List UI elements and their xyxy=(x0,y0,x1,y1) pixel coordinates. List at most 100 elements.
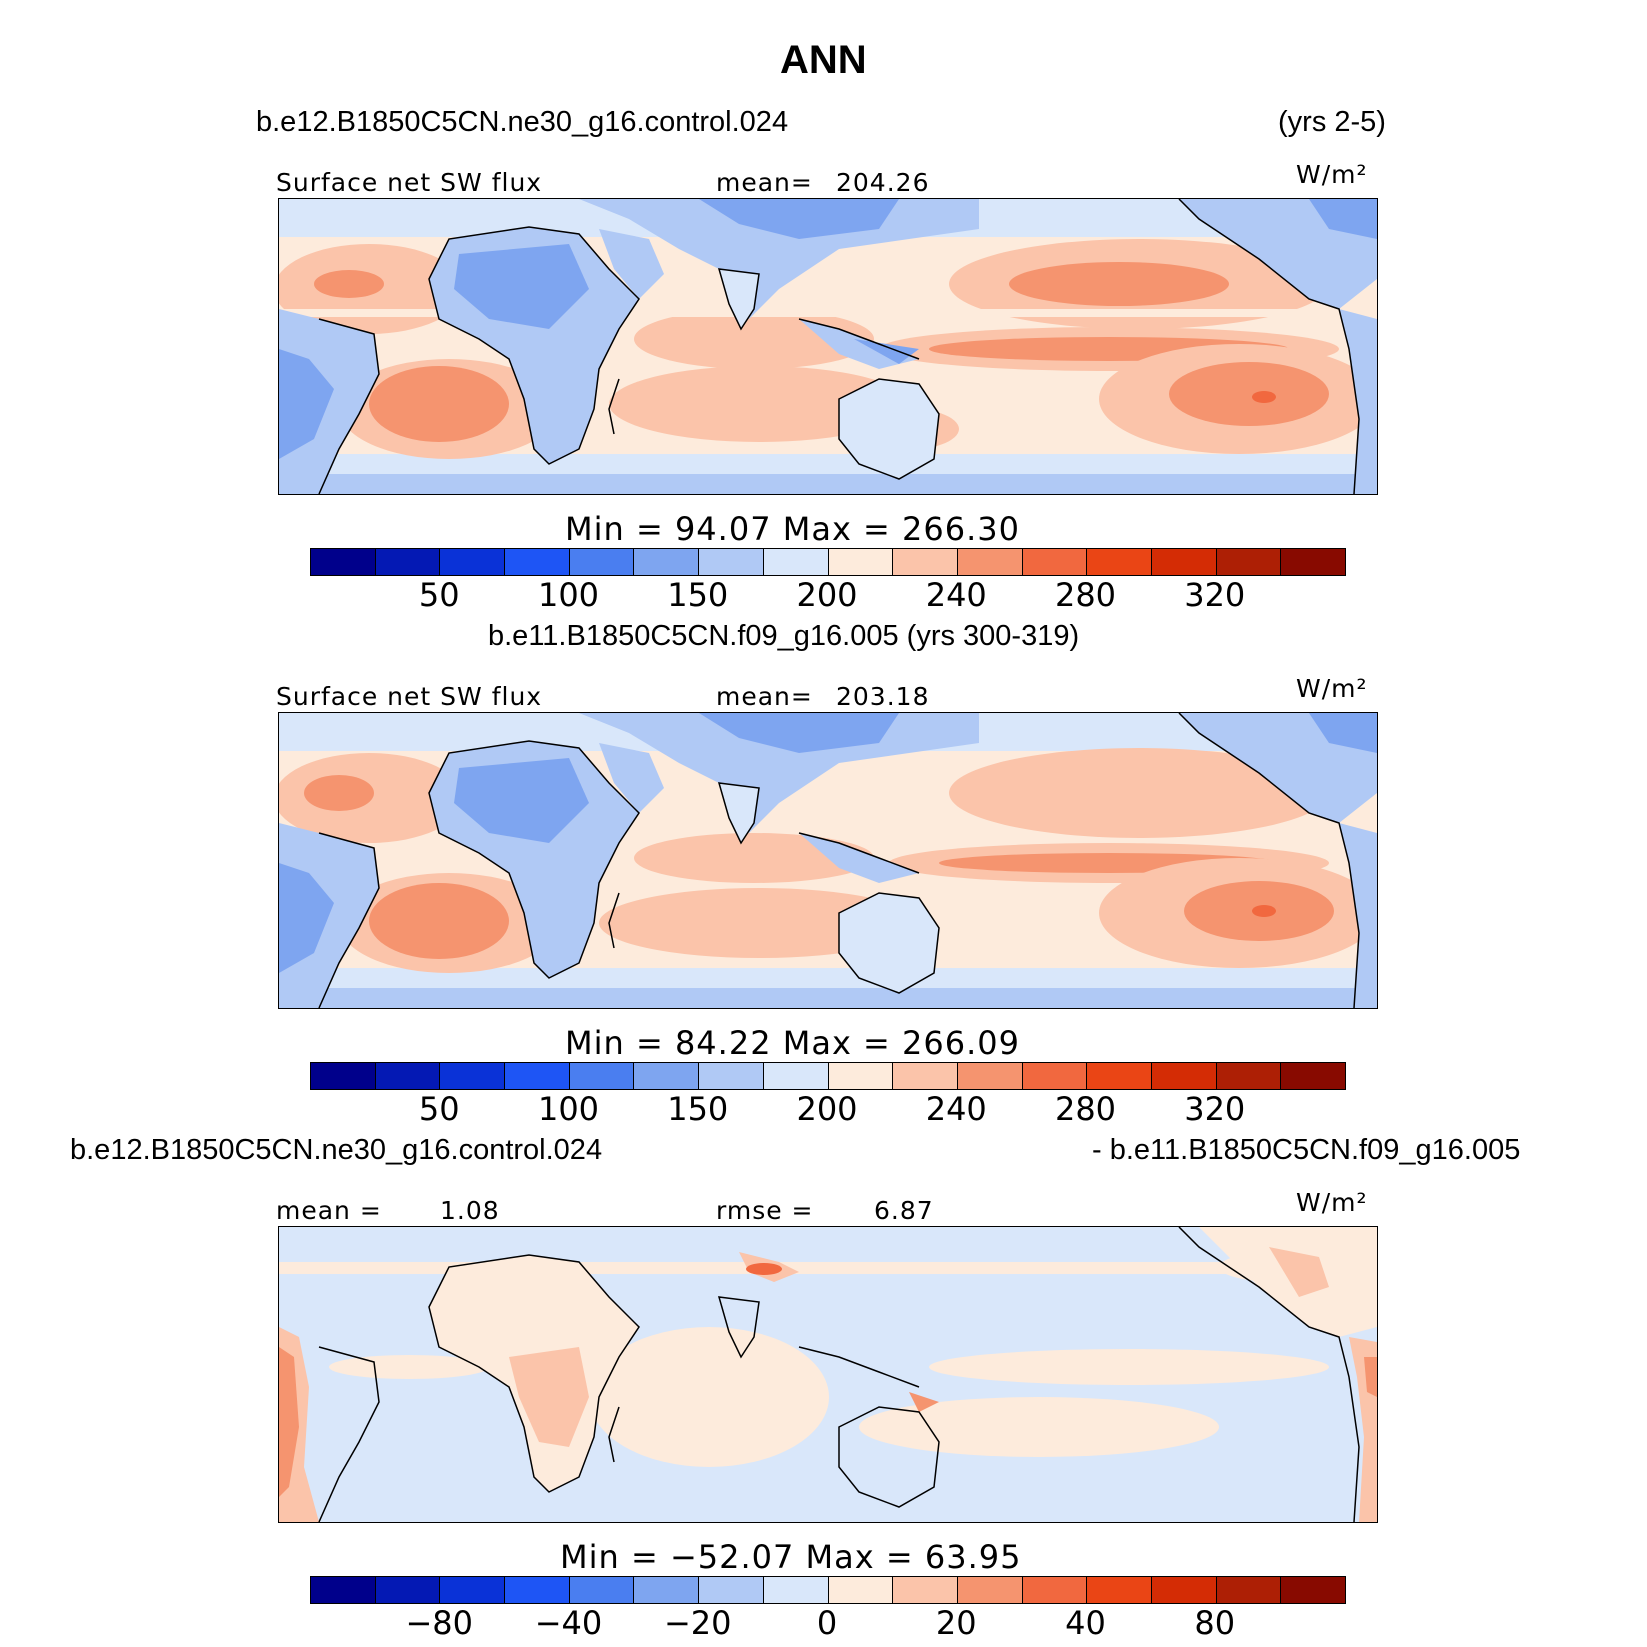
colorbar-swatch xyxy=(311,1577,376,1603)
colorbar-swatch xyxy=(893,1577,958,1603)
colorbar-tick-label: 320 xyxy=(1184,576,1246,614)
panel1-variable: Surface net SW flux xyxy=(276,168,543,197)
panel1-colorbar xyxy=(310,548,1346,576)
colorbar-tick-label: −20 xyxy=(663,1604,732,1642)
panel2-colorbar-ticks: 50 100 150 200 240 280 320 xyxy=(310,1090,1344,1130)
panel1-colorbar-ticks: 50 100 150 200 240 280 320 xyxy=(310,576,1344,616)
panel1-mean-label: mean= xyxy=(716,168,813,197)
panel3-map xyxy=(278,1226,1378,1523)
colorbar-swatch xyxy=(1216,549,1282,575)
colorbar-swatch xyxy=(957,1063,1023,1089)
colorbar-tick-label: 240 xyxy=(925,1090,987,1128)
colorbar-swatch xyxy=(375,1577,441,1603)
colorbar-swatch xyxy=(828,1577,894,1603)
colorbar-tick-label: 0 xyxy=(816,1604,838,1642)
colorbar-swatch xyxy=(699,1577,764,1603)
panel3-case-subtracted: - b.e11.B1850C5CN.f09_g16.005 xyxy=(1092,1134,1521,1166)
colorbar-tick-label: −80 xyxy=(405,1604,474,1642)
colorbar-swatch xyxy=(699,549,764,575)
colorbar-tick-label: 320 xyxy=(1184,1090,1246,1128)
panel1-years: (yrs 2-5) xyxy=(1278,106,1386,138)
colorbar-swatch xyxy=(440,1063,506,1089)
colorbar-tick-label: 100 xyxy=(537,1090,600,1128)
colorbar-swatch xyxy=(893,1063,958,1089)
colorbar-tick-label: 150 xyxy=(667,1090,729,1128)
panel3-colorbar xyxy=(310,1576,1346,1604)
colorbar-swatch xyxy=(440,549,506,575)
colorbar-swatch xyxy=(893,549,958,575)
colorbar-tick-label: 280 xyxy=(1054,1090,1117,1128)
colorbar-tick-label: −40 xyxy=(534,1604,603,1642)
colorbar-tick-label: 150 xyxy=(667,576,729,614)
colorbar-swatch xyxy=(311,1063,376,1089)
colorbar-tick-label: 280 xyxy=(1054,576,1117,614)
panel3-units: W/m² xyxy=(1296,1188,1368,1217)
panel3-mean-label: mean = xyxy=(276,1196,382,1225)
colorbar-tick-label: 80 xyxy=(1194,1604,1236,1642)
panel3-colorbar-ticks: −80 −40 −20 0 20 40 80 xyxy=(310,1604,1344,1644)
figure-title: ANN xyxy=(780,38,867,82)
colorbar-tick-label: 50 xyxy=(418,1090,460,1128)
colorbar-swatch xyxy=(763,549,829,575)
colorbar-swatch xyxy=(1022,1577,1088,1603)
colorbar-swatch xyxy=(634,1577,700,1603)
colorbar-swatch xyxy=(634,549,700,575)
colorbar-swatch xyxy=(1151,1577,1217,1603)
colorbar-tick-label: 240 xyxy=(925,576,987,614)
panel2-mean-value: 203.18 xyxy=(836,682,930,711)
panel2-case-name: b.e11.B1850C5CN.f09_g16.005 (yrs 300-319… xyxy=(488,620,1080,652)
panel3-minmax: Min = −52.07 Max = 63.95 xyxy=(560,1538,1022,1576)
colorbar-swatch xyxy=(569,549,635,575)
panel1-units: W/m² xyxy=(1296,160,1368,189)
panel2-colorbar xyxy=(310,1062,1346,1090)
colorbar-swatch xyxy=(1216,1577,1282,1603)
colorbar-swatch xyxy=(763,1063,829,1089)
colorbar-swatch xyxy=(505,549,570,575)
panel1-mean-value: 204.26 xyxy=(836,168,930,197)
colorbar-swatch xyxy=(1022,549,1088,575)
colorbar-swatch xyxy=(375,1063,441,1089)
panel2-variable: Surface net SW flux xyxy=(276,682,543,711)
panel1-minmax: Min = 94.07 Max = 266.30 xyxy=(565,510,1020,548)
colorbar-swatch xyxy=(1281,1577,1345,1603)
panel3-mean-value: 1.08 xyxy=(440,1196,500,1225)
panel3-rmse-label: rmse = xyxy=(716,1196,814,1225)
colorbar-swatch xyxy=(1087,549,1152,575)
panel1-map xyxy=(278,198,1378,495)
colorbar-swatch xyxy=(828,549,894,575)
colorbar-swatch xyxy=(1151,549,1217,575)
colorbar-swatch xyxy=(569,1063,635,1089)
colorbar-tick-label: 200 xyxy=(796,576,858,614)
colorbar-swatch xyxy=(634,1063,700,1089)
colorbar-swatch xyxy=(957,1577,1023,1603)
colorbar-swatch xyxy=(699,1063,764,1089)
colorbar-tick-label: 200 xyxy=(796,1090,858,1128)
colorbar-swatch xyxy=(828,1063,894,1089)
colorbar-swatch xyxy=(763,1577,829,1603)
colorbar-swatch xyxy=(1216,1063,1282,1089)
colorbar-swatch xyxy=(1281,549,1345,575)
panel1-case-name: b.e12.B1850C5CN.ne30_g16.control.024 xyxy=(256,106,789,138)
panel2-map xyxy=(278,712,1378,1009)
colorbar-swatch xyxy=(1022,1063,1088,1089)
panel2-minmax: Min = 84.22 Max = 266.09 xyxy=(565,1024,1020,1062)
colorbar-swatch xyxy=(311,549,376,575)
colorbar-swatch xyxy=(569,1577,635,1603)
colorbar-swatch xyxy=(1151,1063,1217,1089)
colorbar-swatch xyxy=(440,1577,506,1603)
colorbar-swatch xyxy=(1281,1063,1345,1089)
colorbar-swatch xyxy=(375,549,441,575)
colorbar-swatch xyxy=(505,1577,570,1603)
colorbar-tick-label: 40 xyxy=(1065,1604,1106,1642)
panel2-mean-label: mean= xyxy=(716,682,813,711)
panel3-rmse-value: 6.87 xyxy=(874,1196,934,1225)
panel2-units: W/m² xyxy=(1296,674,1368,703)
colorbar-swatch xyxy=(505,1063,570,1089)
colorbar-tick-label: 20 xyxy=(935,1604,977,1642)
colorbar-tick-label: 50 xyxy=(418,576,460,614)
colorbar-tick-label: 100 xyxy=(537,576,600,614)
colorbar-swatch xyxy=(1087,1577,1152,1603)
colorbar-swatch xyxy=(1087,1063,1152,1089)
panel3-case-name: b.e12.B1850C5CN.ne30_g16.control.024 xyxy=(70,1134,603,1166)
colorbar-swatch xyxy=(957,549,1023,575)
